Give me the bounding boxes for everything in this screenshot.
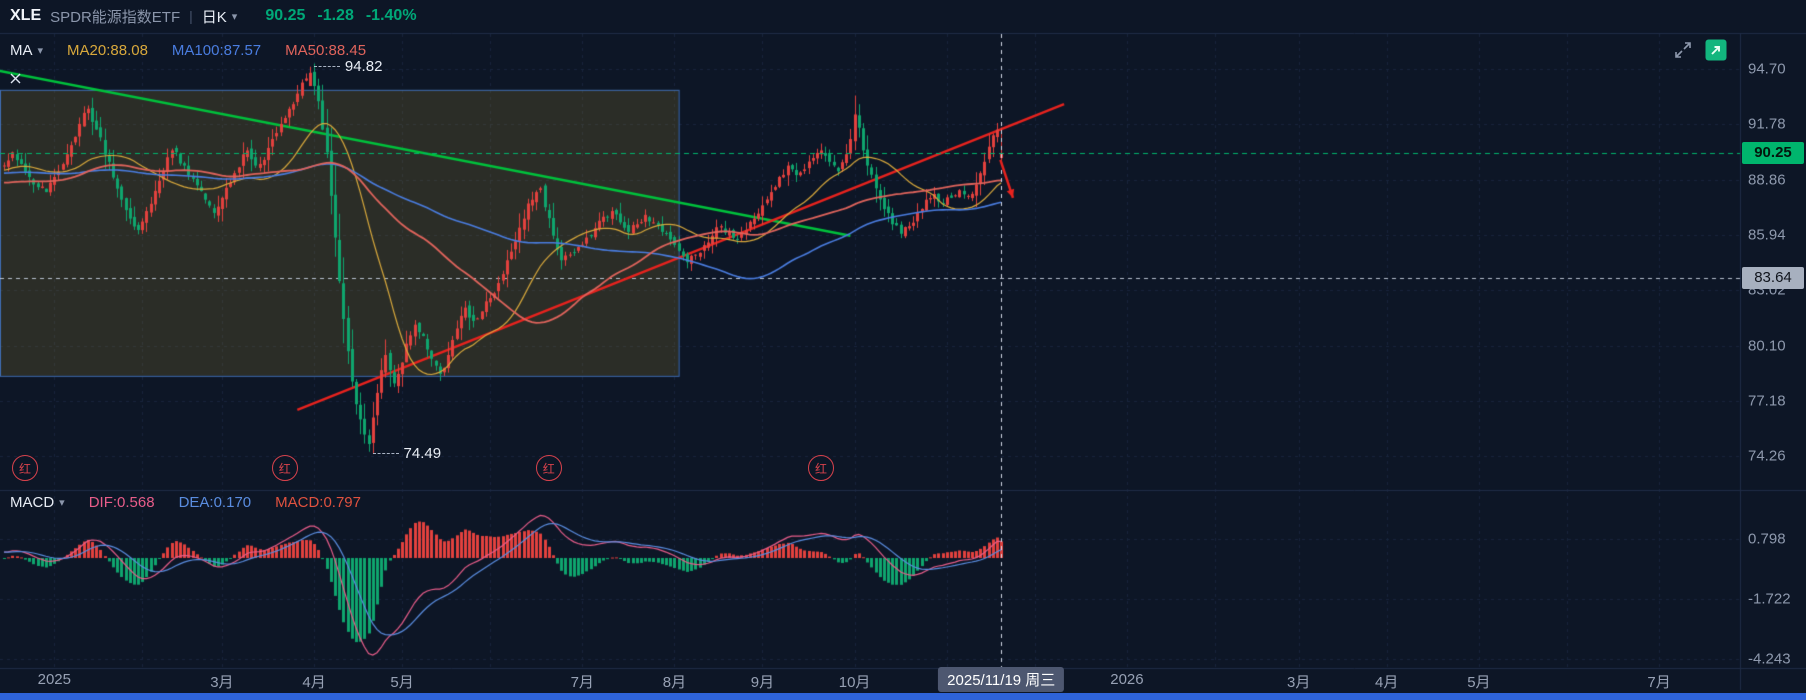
ma-legend-item: MA100:87.57 [171, 42, 262, 59]
price-change: -1.28 [317, 7, 354, 24]
time-axis-label: 5月 [390, 674, 414, 691]
ma-legend-item: MA50:88.45 [285, 42, 367, 59]
macd-legend-item: MACD:0.797 [275, 494, 361, 511]
macd-legend: MACD ▾ DIF:0.568 DEA:0.170 MACD:0.797 [10, 494, 361, 511]
ma-indicator-selector[interactable]: MA ▾ [10, 42, 43, 59]
price-tick: 94.70 [1748, 60, 1786, 78]
low-annotation: 74.49 [372, 445, 442, 463]
ma-label: MA [10, 42, 33, 59]
high-annotation: 94.82 [313, 58, 383, 76]
red-flag-marker[interactable]: 红 [11, 455, 38, 481]
time-axis-label: 7月 [570, 674, 594, 691]
expand-icon[interactable] [1672, 39, 1694, 61]
macd-label: MACD [10, 494, 55, 511]
price-tick: 85.94 [1748, 226, 1786, 244]
red-flag-marker[interactable]: 红 [271, 455, 298, 481]
last-price: 90.25 [265, 7, 306, 24]
ma-legend-item: MA20:88.08 [67, 42, 148, 59]
header: XLE SPDR能源指数ETF | 日K ▾ 90.25 -1.28 -1.40… [0, 0, 1806, 32]
window-accent-bar [0, 693, 1806, 700]
annotation-leader [372, 453, 399, 455]
symbol-label: XLE [10, 7, 42, 24]
drawing-anchor-icon[interactable] [9, 72, 22, 90]
period-selector[interactable]: 日K ▾ [202, 6, 238, 27]
time-axis-label: 4月 [302, 674, 326, 691]
time-axis-label: 3月 [210, 674, 234, 691]
macd-legend-item: DIF:0.568 [88, 494, 155, 511]
red-flag-marker[interactable]: 红 [535, 455, 562, 481]
red-flag-marker[interactable]: 红 [808, 455, 835, 481]
separator: | [189, 8, 193, 24]
macd-tick: -1.722 [1748, 590, 1791, 608]
macd-legend-items: DIF:0.568 DEA:0.170 MACD:0.797 [65, 494, 361, 511]
time-axis-label: 4月 [1375, 674, 1399, 691]
annotation-label: 94.82 [344, 58, 383, 76]
price-tick: 91.78 [1748, 115, 1786, 133]
date-cursor-badge: 2025/11/19 周三 [938, 667, 1065, 692]
price-tick: 74.26 [1748, 447, 1786, 465]
marked-price-badge: 83.64 [1742, 267, 1804, 290]
price-tick: 80.10 [1748, 337, 1786, 355]
time-axis-label: 3月 [1287, 674, 1311, 691]
time-axis-label: 2025 [37, 671, 71, 688]
ma-legend: MA ▾ MA20:88.08 MA100:87.57 MA50:88.45 [10, 42, 366, 59]
annotation-leader [313, 66, 340, 68]
time-axis-label: 5月 [1467, 674, 1491, 691]
time-axis-label: 2026 [1110, 671, 1144, 688]
macd-tick: 0.798 [1748, 530, 1786, 548]
time-axis-label: 10月 [838, 674, 871, 691]
time-axis-label: 8月 [662, 674, 687, 691]
annotation-label: 74.49 [403, 445, 442, 463]
macd-tick: -4.243 [1748, 650, 1791, 668]
time-axis-label: 7月 [1647, 674, 1671, 691]
time-axis-label: 9月 [750, 674, 775, 691]
price-change-pct: -1.40% [365, 7, 417, 24]
ma-legend-items: MA20:88.08 MA100:87.57 MA50:88.45 [43, 42, 366, 59]
price-tick: 88.86 [1748, 171, 1786, 189]
fullscreen-chart-icon[interactable] [1704, 38, 1728, 62]
stock-name: SPDR能源指数ETF [50, 8, 181, 26]
period-label: 日K [201, 8, 227, 26]
chevron-down-icon: ▾ [59, 497, 65, 509]
price-tick: 77.18 [1748, 392, 1786, 410]
chart-toolbar [1662, 38, 1728, 62]
macd-legend-item: DEA:0.170 [178, 494, 252, 511]
current-price-badge: 90.25 [1742, 142, 1804, 165]
chevron-down-icon: ▾ [231, 10, 238, 23]
chevron-down-icon: ▾ [37, 45, 44, 57]
macd-indicator-selector[interactable]: MACD ▾ [10, 494, 65, 511]
quote-block: 90.25 -1.28 -1.40% [265, 7, 428, 25]
